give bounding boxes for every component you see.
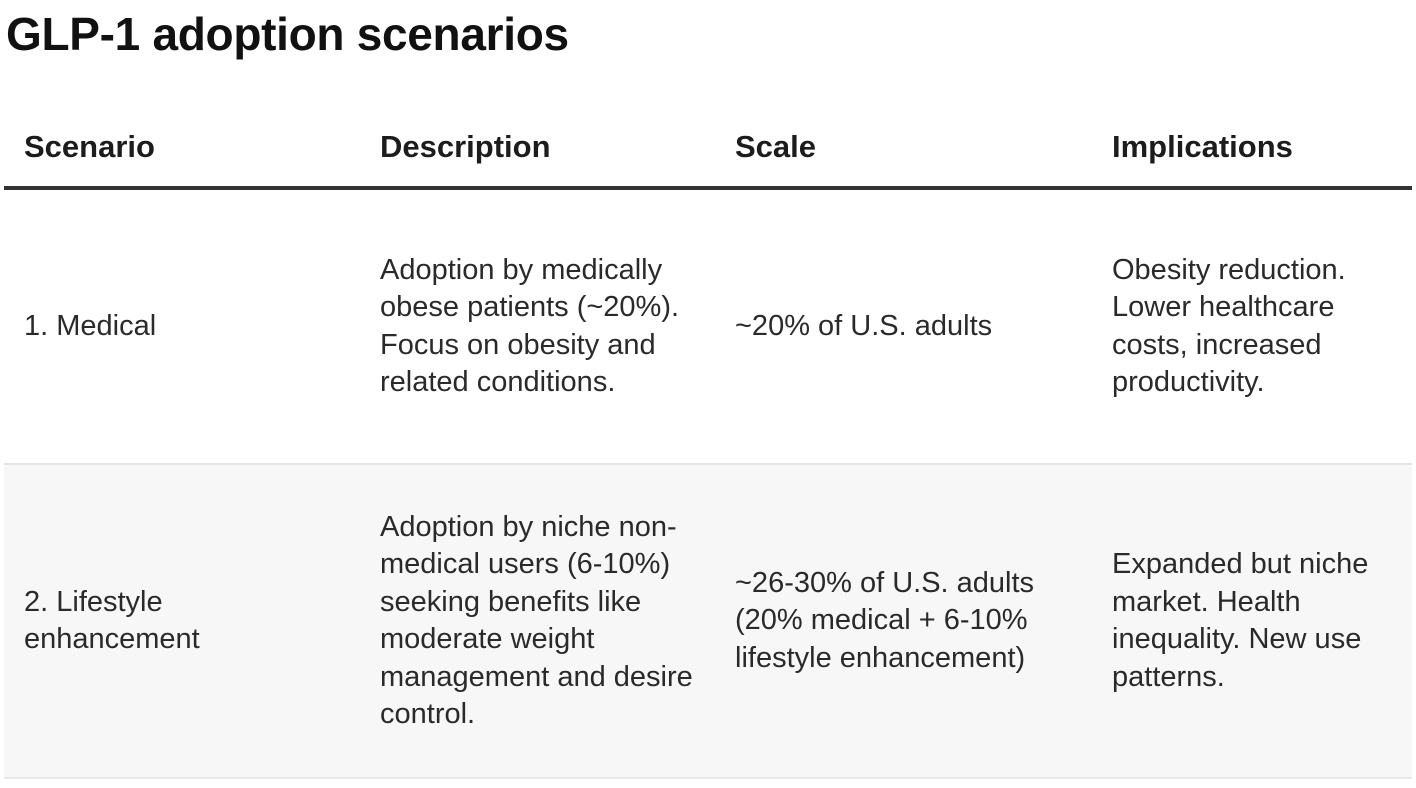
- table-row: 1. Medical Adoption by medically obese p…: [4, 188, 1412, 465]
- header-row: Scenario Description Scale Implications: [4, 108, 1412, 190]
- scenario-cell: 1. Medical: [4, 188, 360, 465]
- description-cell: Adoption by medically obese patients (~2…: [360, 188, 715, 465]
- implications-cell: Obesity reduction. Lower healthcare cost…: [1092, 188, 1412, 465]
- scale-cell: ~20% of U.S. adults: [715, 188, 1092, 465]
- table-row: 2. Lifestyle enhancement Adoption by nic…: [4, 464, 1412, 779]
- table-body: 1. Medical Adoption by medically obese p…: [4, 188, 1412, 779]
- description-cell: Adoption by niche non-medical users (6-1…: [360, 464, 715, 779]
- column-header-implications: Implications: [1092, 108, 1412, 190]
- implications-cell: Expanded but niche market. Health inequa…: [1092, 464, 1412, 779]
- table-header: Scenario Description Scale Implications: [4, 108, 1412, 190]
- page-title: GLP-1 adoption scenarios: [6, 8, 569, 60]
- column-header-scale: Scale: [715, 108, 1092, 190]
- scenarios-table: Scenario Description Scale Implications …: [4, 108, 1412, 779]
- column-header-scenario: Scenario: [4, 108, 360, 190]
- scale-cell: ~26-30% of U.S. adults (20% medical + 6-…: [715, 464, 1092, 779]
- column-header-description: Description: [360, 108, 715, 190]
- scenario-cell: 2. Lifestyle enhancement: [4, 464, 360, 779]
